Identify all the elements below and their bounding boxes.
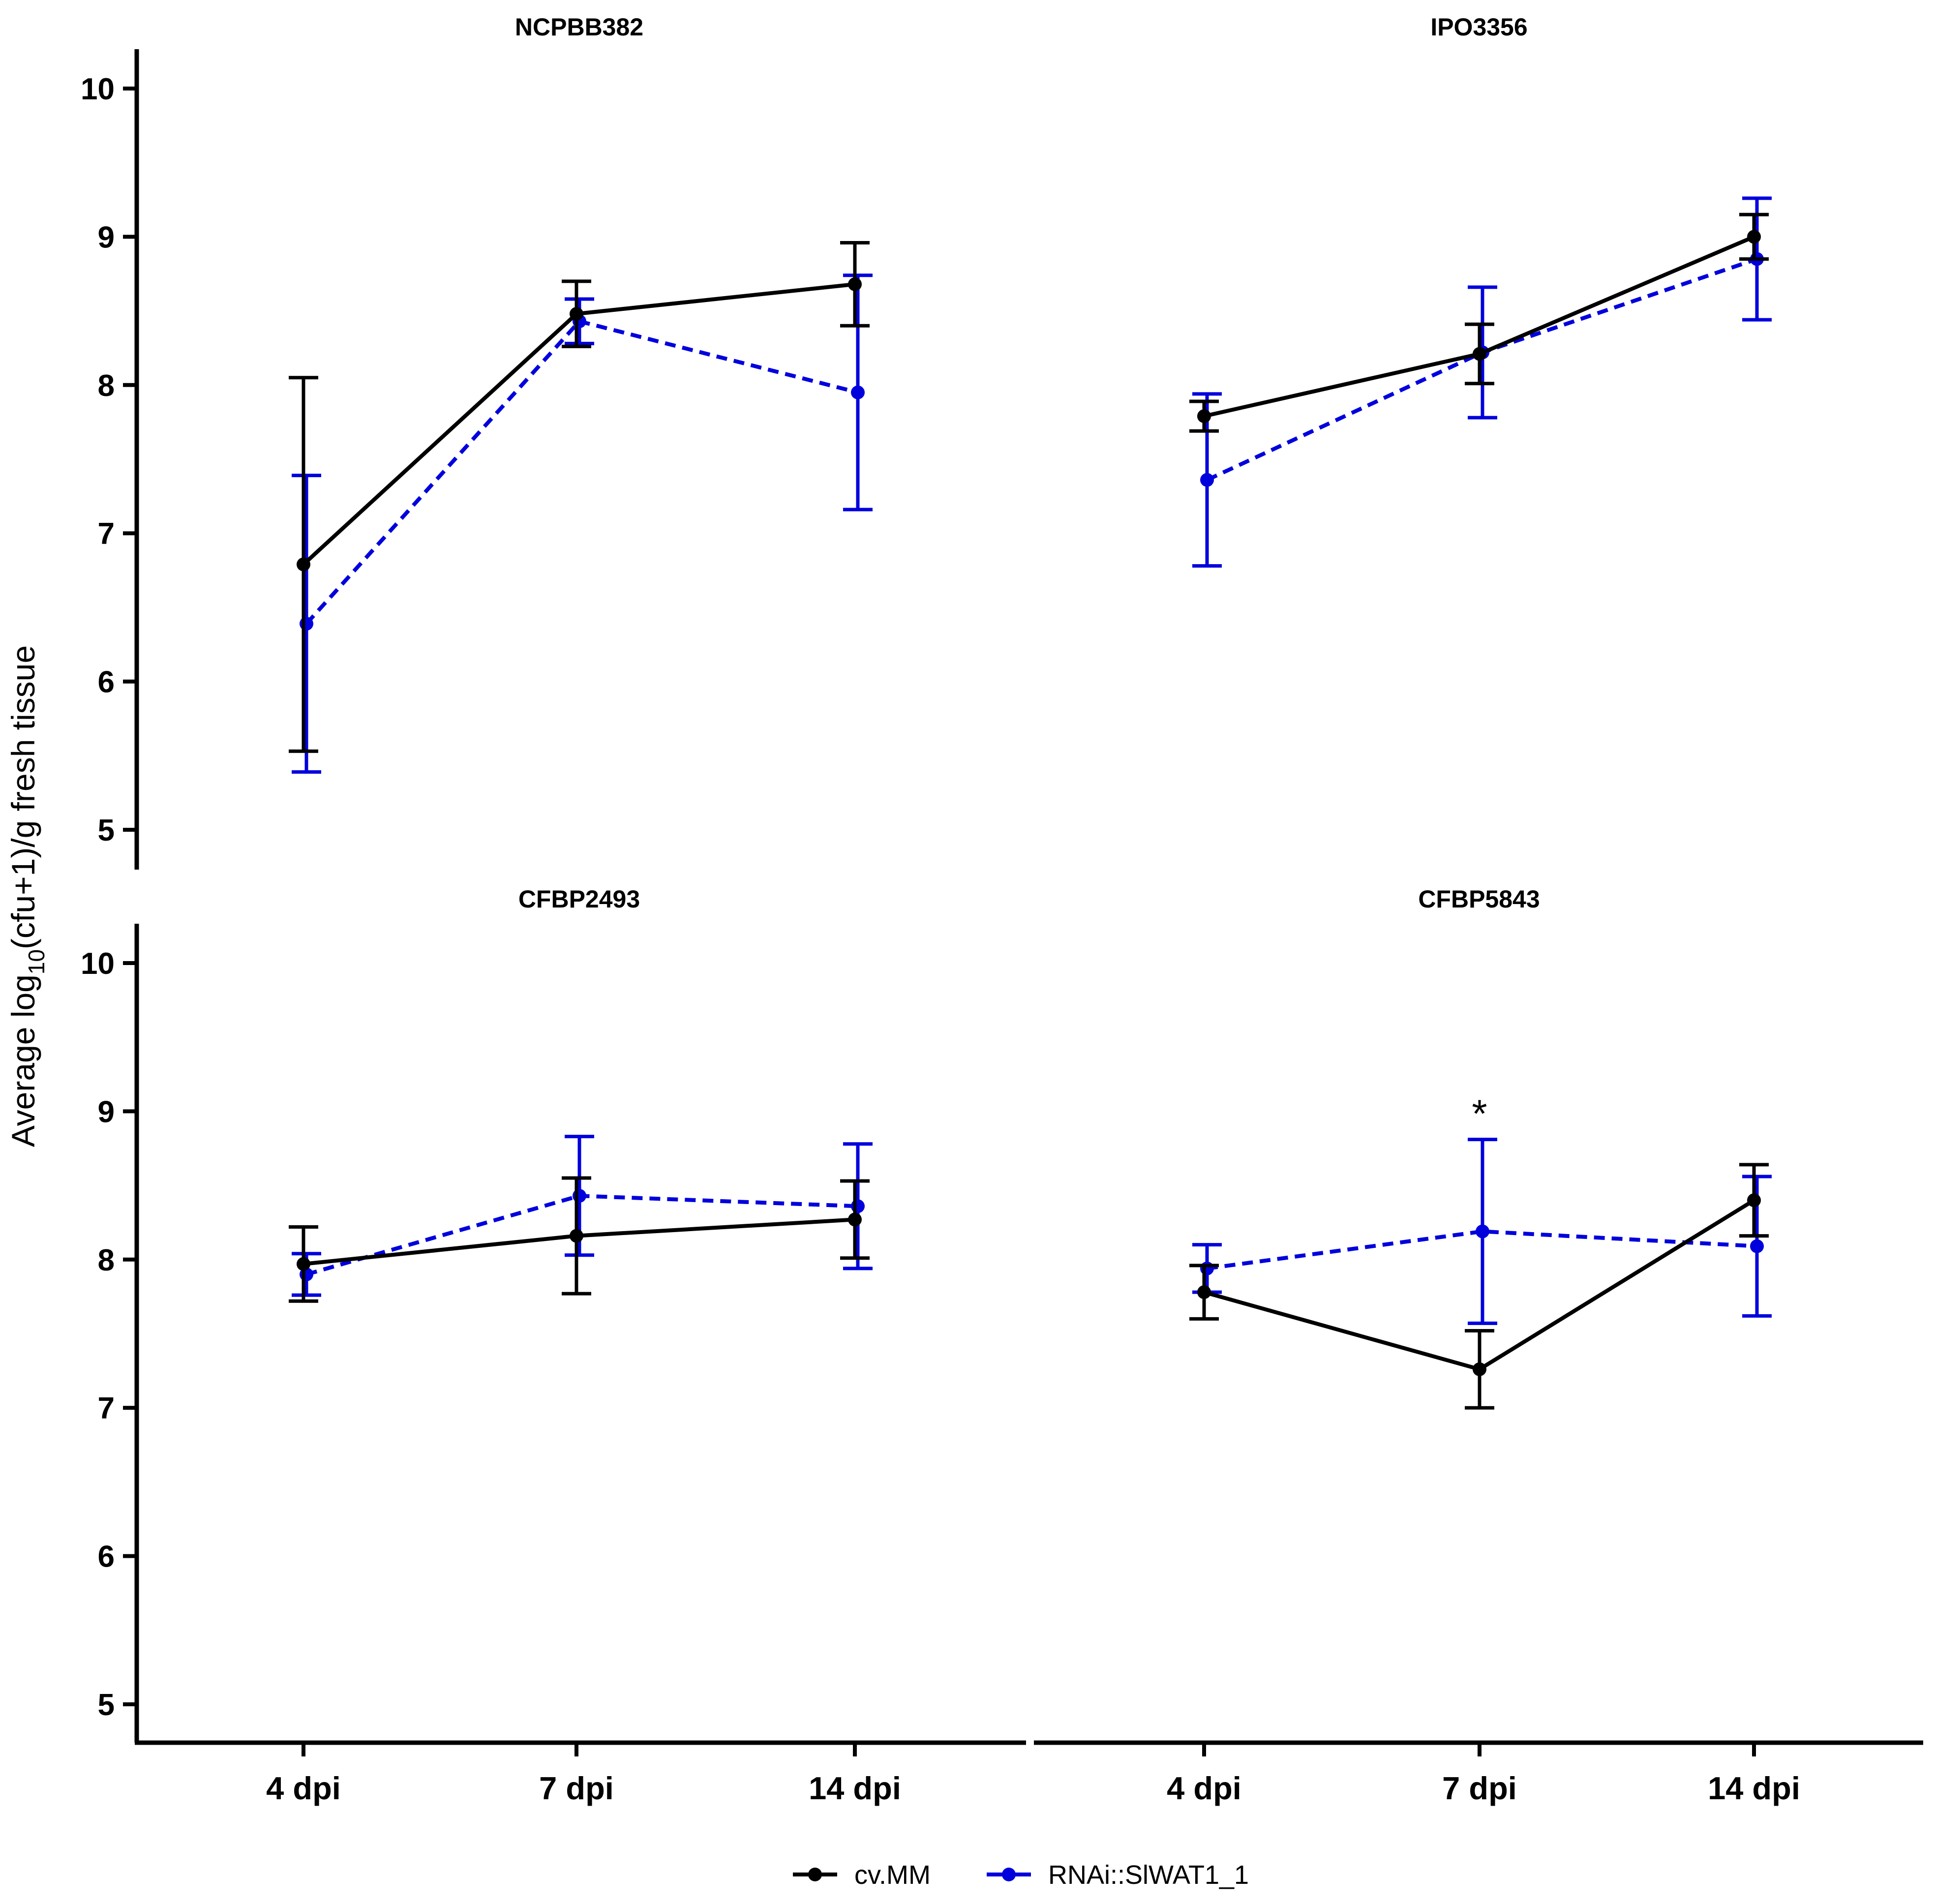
- y-tick-label-7-row-1: 7: [98, 1391, 115, 1425]
- data-point-cvmm-panel-0-1: [570, 307, 583, 321]
- series-line-rnai-panel-3: [1207, 1229, 1757, 1270]
- y-tick-label-5-row-0: 5: [98, 814, 115, 847]
- y-tick-label-9-row-1: 9: [98, 1095, 115, 1129]
- data-point-rnai-panel-3-0: [1200, 1261, 1214, 1275]
- data-point-rnai-panel-2-1: [573, 1189, 586, 1203]
- panel-title-3: CFBP5843: [1418, 885, 1540, 913]
- data-point-cvmm-panel-1-2: [1747, 230, 1761, 244]
- x-tick-label-1-col-0: 7 dpi: [539, 1770, 614, 1806]
- x-tick-label-1-col-1: 7 dpi: [1442, 1770, 1517, 1806]
- y-tick-label-6-row-1: 6: [98, 1540, 115, 1574]
- y-tick-label-5-row-1: 5: [98, 1688, 115, 1722]
- y-tick-label-8-row-0: 8: [98, 369, 115, 403]
- significance-asterisk-panel-3: *: [1472, 1092, 1487, 1136]
- x-tick-label-2-col-1: 14 dpi: [1708, 1770, 1800, 1806]
- data-point-cvmm-panel-3-0: [1197, 1285, 1211, 1300]
- x-tick-label-0-col-0: 4 dpi: [266, 1770, 341, 1806]
- data-point-rnai-panel-3-2: [1750, 1239, 1764, 1253]
- y-tick-label-8-row-1: 8: [98, 1243, 115, 1277]
- data-point-cvmm-panel-3-2: [1747, 1193, 1761, 1208]
- y-tick-label-9-row-0: 9: [98, 220, 115, 254]
- legend-marker-cvmm: [808, 1868, 822, 1881]
- axes-layer: 5 6 7 8 9 10 5 6 7 8 9 10 4 dpi 7 dpi 14 dpi 4 dpi 7 dpi…: [81, 49, 1923, 1806]
- series-line-rnai-panel-0: [305, 319, 858, 625]
- data-point-cvmm-panel-2-1: [570, 1229, 583, 1243]
- data-point-rnai-panel-1-0: [1200, 473, 1214, 487]
- data-point-rnai-panel-0-0: [300, 617, 313, 631]
- legend-label-cvmm: cv.MM: [854, 1860, 931, 1890]
- data-point-cvmm-panel-1-1: [1473, 347, 1486, 361]
- data-point-rnai-panel-3-1: [1476, 1224, 1489, 1239]
- legend-label-rnai: RNAi::SlWAT1_1: [1048, 1860, 1249, 1890]
- x-tick-label-2-col-0: 14 dpi: [809, 1770, 901, 1806]
- y-tick-label-7-row-0: 7: [98, 517, 115, 551]
- panel-title-2: CFBP2493: [518, 885, 640, 913]
- y-tick-label-6-row-0: 6: [98, 665, 115, 699]
- x-tick-label-0-col-1: 4 dpi: [1167, 1770, 1241, 1806]
- data-point-cvmm-panel-0-2: [848, 277, 862, 291]
- data-point-cvmm-panel-3-1: [1473, 1362, 1486, 1376]
- data-point-cvmm-panel-1-0: [1197, 409, 1211, 423]
- legend-marker-rnai: [1002, 1868, 1016, 1881]
- data-point-cvmm-panel-0-0: [297, 557, 310, 572]
- marks-layer: NCPBB382 IPO3356 CFBP2493 CFBP5843 *: [289, 13, 1772, 1410]
- y-tick-label-10-row-0: 10: [81, 72, 115, 106]
- data-point-cvmm-panel-2-0: [297, 1257, 310, 1271]
- data-point-rnai-panel-0-2: [851, 385, 865, 399]
- data-point-cvmm-panel-2-2: [848, 1212, 862, 1227]
- data-point-rnai-panel-2-2: [851, 1199, 865, 1213]
- panel-title-1: IPO3356: [1430, 13, 1527, 41]
- y-tick-label-10-row-1: 10: [81, 947, 115, 981]
- panel-title-0: NCPBB382: [515, 13, 643, 41]
- y-axis-title: Average log10(cfu+1)/g fresh tissue: [5, 645, 49, 1147]
- legend: cv.MM RNAi::SlWAT1_1: [793, 1860, 1249, 1890]
